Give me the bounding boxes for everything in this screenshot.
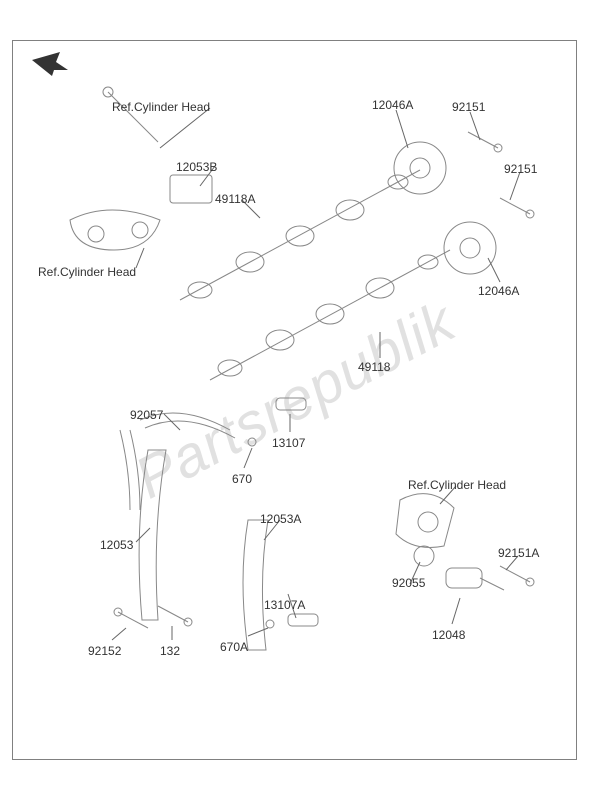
part-label-92151A: 92151A bbox=[498, 546, 539, 560]
part-label-92152: 92152 bbox=[88, 644, 121, 658]
part-label-13107: 13107 bbox=[272, 436, 305, 450]
part-label-670: 670 bbox=[232, 472, 252, 486]
part-label-92151-top: 92151 bbox=[452, 100, 485, 114]
part-label-12046A-top: 12046A bbox=[372, 98, 413, 112]
part-label-12048: 12048 bbox=[432, 628, 465, 642]
part-label-13107A: 13107A bbox=[264, 598, 305, 612]
part-label-ref-cyl-head-1: Ref.Cylinder Head bbox=[112, 100, 210, 114]
part-label-132: 132 bbox=[160, 644, 180, 658]
part-label-12053: 12053 bbox=[100, 538, 133, 552]
part-label-ref-cyl-head-3: Ref.Cylinder Head bbox=[408, 478, 506, 492]
part-label-92151-mid: 92151 bbox=[504, 162, 537, 176]
part-label-ref-cyl-head-2: Ref.Cylinder Head bbox=[38, 265, 136, 279]
part-label-670A: 670A bbox=[220, 640, 248, 654]
part-label-12046A-mid: 12046A bbox=[478, 284, 519, 298]
part-label-12053B: 12053B bbox=[176, 160, 217, 174]
back-arrow-icon bbox=[30, 52, 70, 82]
part-label-92057: 92057 bbox=[130, 408, 163, 422]
part-label-49118-mid: 49118 bbox=[358, 360, 390, 374]
part-label-12053A: 12053A bbox=[260, 512, 301, 526]
part-label-49118A: 49118A bbox=[215, 192, 255, 206]
part-label-92055: 92055 bbox=[392, 576, 425, 590]
